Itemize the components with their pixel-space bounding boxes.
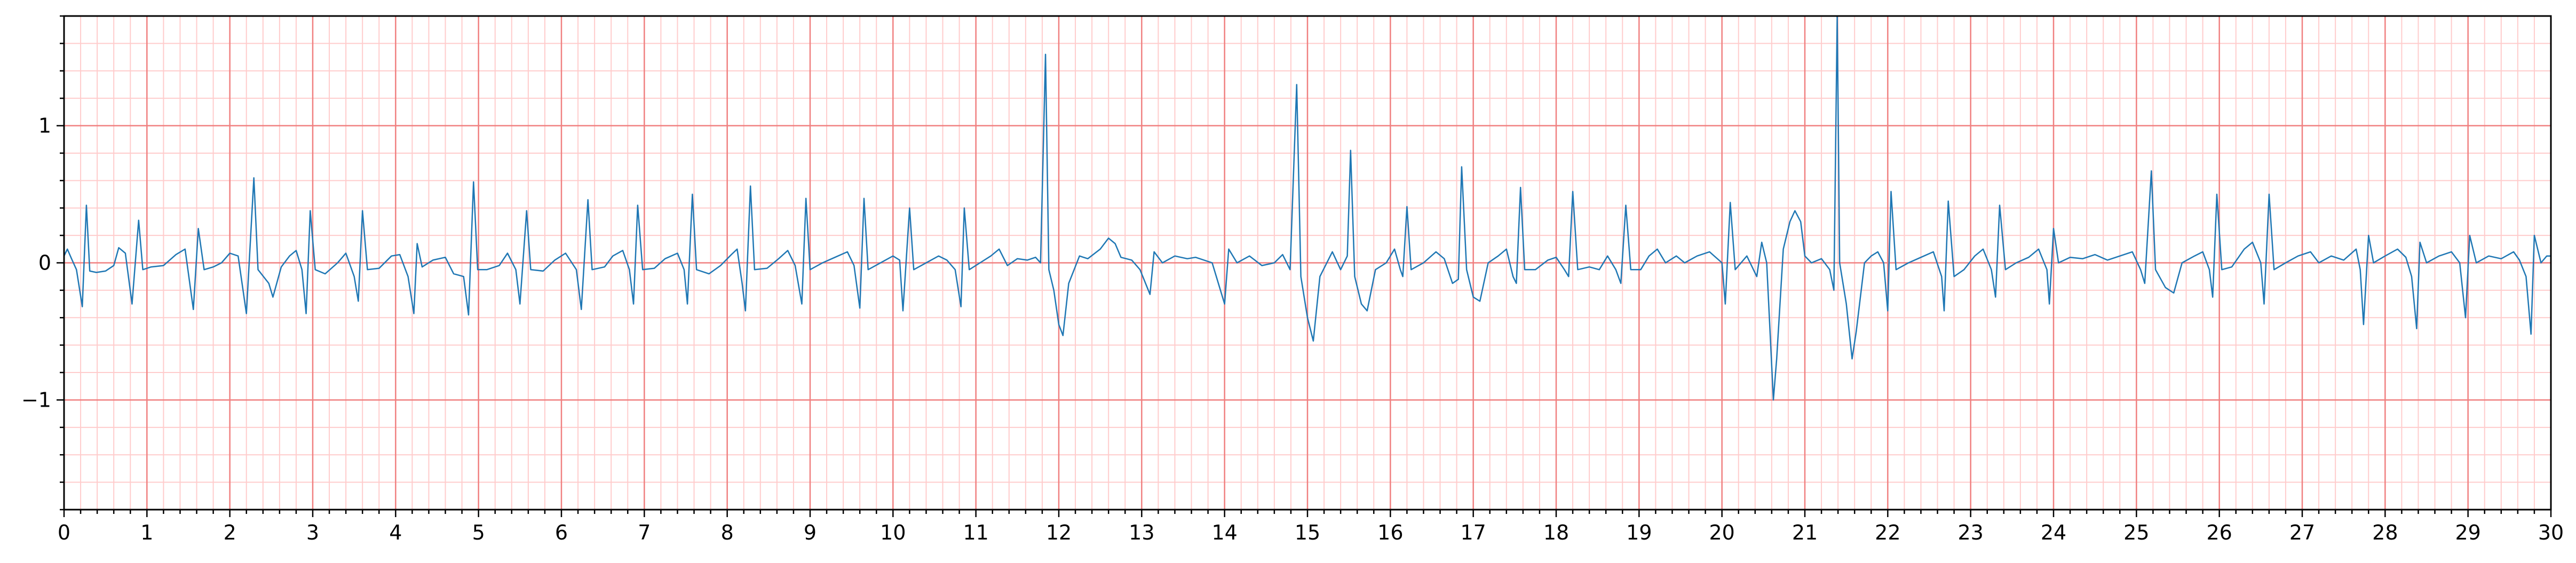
- x-tick-label: 24: [2041, 521, 2066, 544]
- x-tick-label: 22: [1875, 521, 1900, 544]
- signal-line-0: [63, 15, 2551, 401]
- x-tick-label: 18: [1543, 521, 1569, 544]
- signal-series: [63, 15, 2551, 401]
- x-tick-label: 3: [306, 521, 319, 544]
- x-tick-label: 25: [2123, 521, 2149, 544]
- x-tick-label: 26: [2206, 521, 2232, 544]
- x-tick-label: 2: [224, 521, 236, 544]
- x-tick-label: 13: [1129, 521, 1154, 544]
- x-tick-label: 15: [1295, 521, 1320, 544]
- x-tick-label: 16: [1377, 521, 1403, 544]
- x-tick-label: 29: [2455, 521, 2480, 544]
- x-axis-ticks: 0 1 2 3 4 5 6 7 8 9 10 11 12 13 14 15 16 17 18 19 20 21 22 23 24…: [58, 510, 2564, 544]
- major-gridlines: [63, 16, 2552, 510]
- x-tick-label: 9: [804, 521, 817, 544]
- x-tick-label: 12: [1046, 521, 1072, 544]
- x-tick-label: 1: [140, 521, 153, 544]
- x-tick-label: 28: [2372, 521, 2398, 544]
- x-tick-label: 4: [389, 521, 402, 544]
- x-tick-label: 11: [963, 521, 988, 544]
- x-tick-label: 30: [2538, 521, 2564, 544]
- x-tick-label: 6: [555, 521, 568, 544]
- x-tick-label: 10: [880, 521, 906, 544]
- y-tick-label: 0: [38, 251, 51, 275]
- x-tick-label: 21: [1792, 521, 1818, 544]
- x-tick-label: 19: [1626, 521, 1652, 544]
- x-tick-label: 7: [638, 521, 651, 544]
- x-tick-label: 17: [1460, 521, 1486, 544]
- y-tick-label: 1: [38, 114, 51, 138]
- x-tick-label: 5: [472, 521, 485, 544]
- x-tick-label: 27: [2289, 521, 2315, 544]
- x-tick-label: 20: [1709, 521, 1734, 544]
- y-tick-label: −1: [21, 388, 51, 411]
- x-tick-label: 14: [1211, 521, 1237, 544]
- x-tick-label: 23: [1957, 521, 1983, 544]
- y-axis-ticks: −1 0 1: [21, 15, 64, 511]
- x-tick-label: 0: [58, 521, 70, 544]
- x-tick-label: 8: [721, 521, 734, 544]
